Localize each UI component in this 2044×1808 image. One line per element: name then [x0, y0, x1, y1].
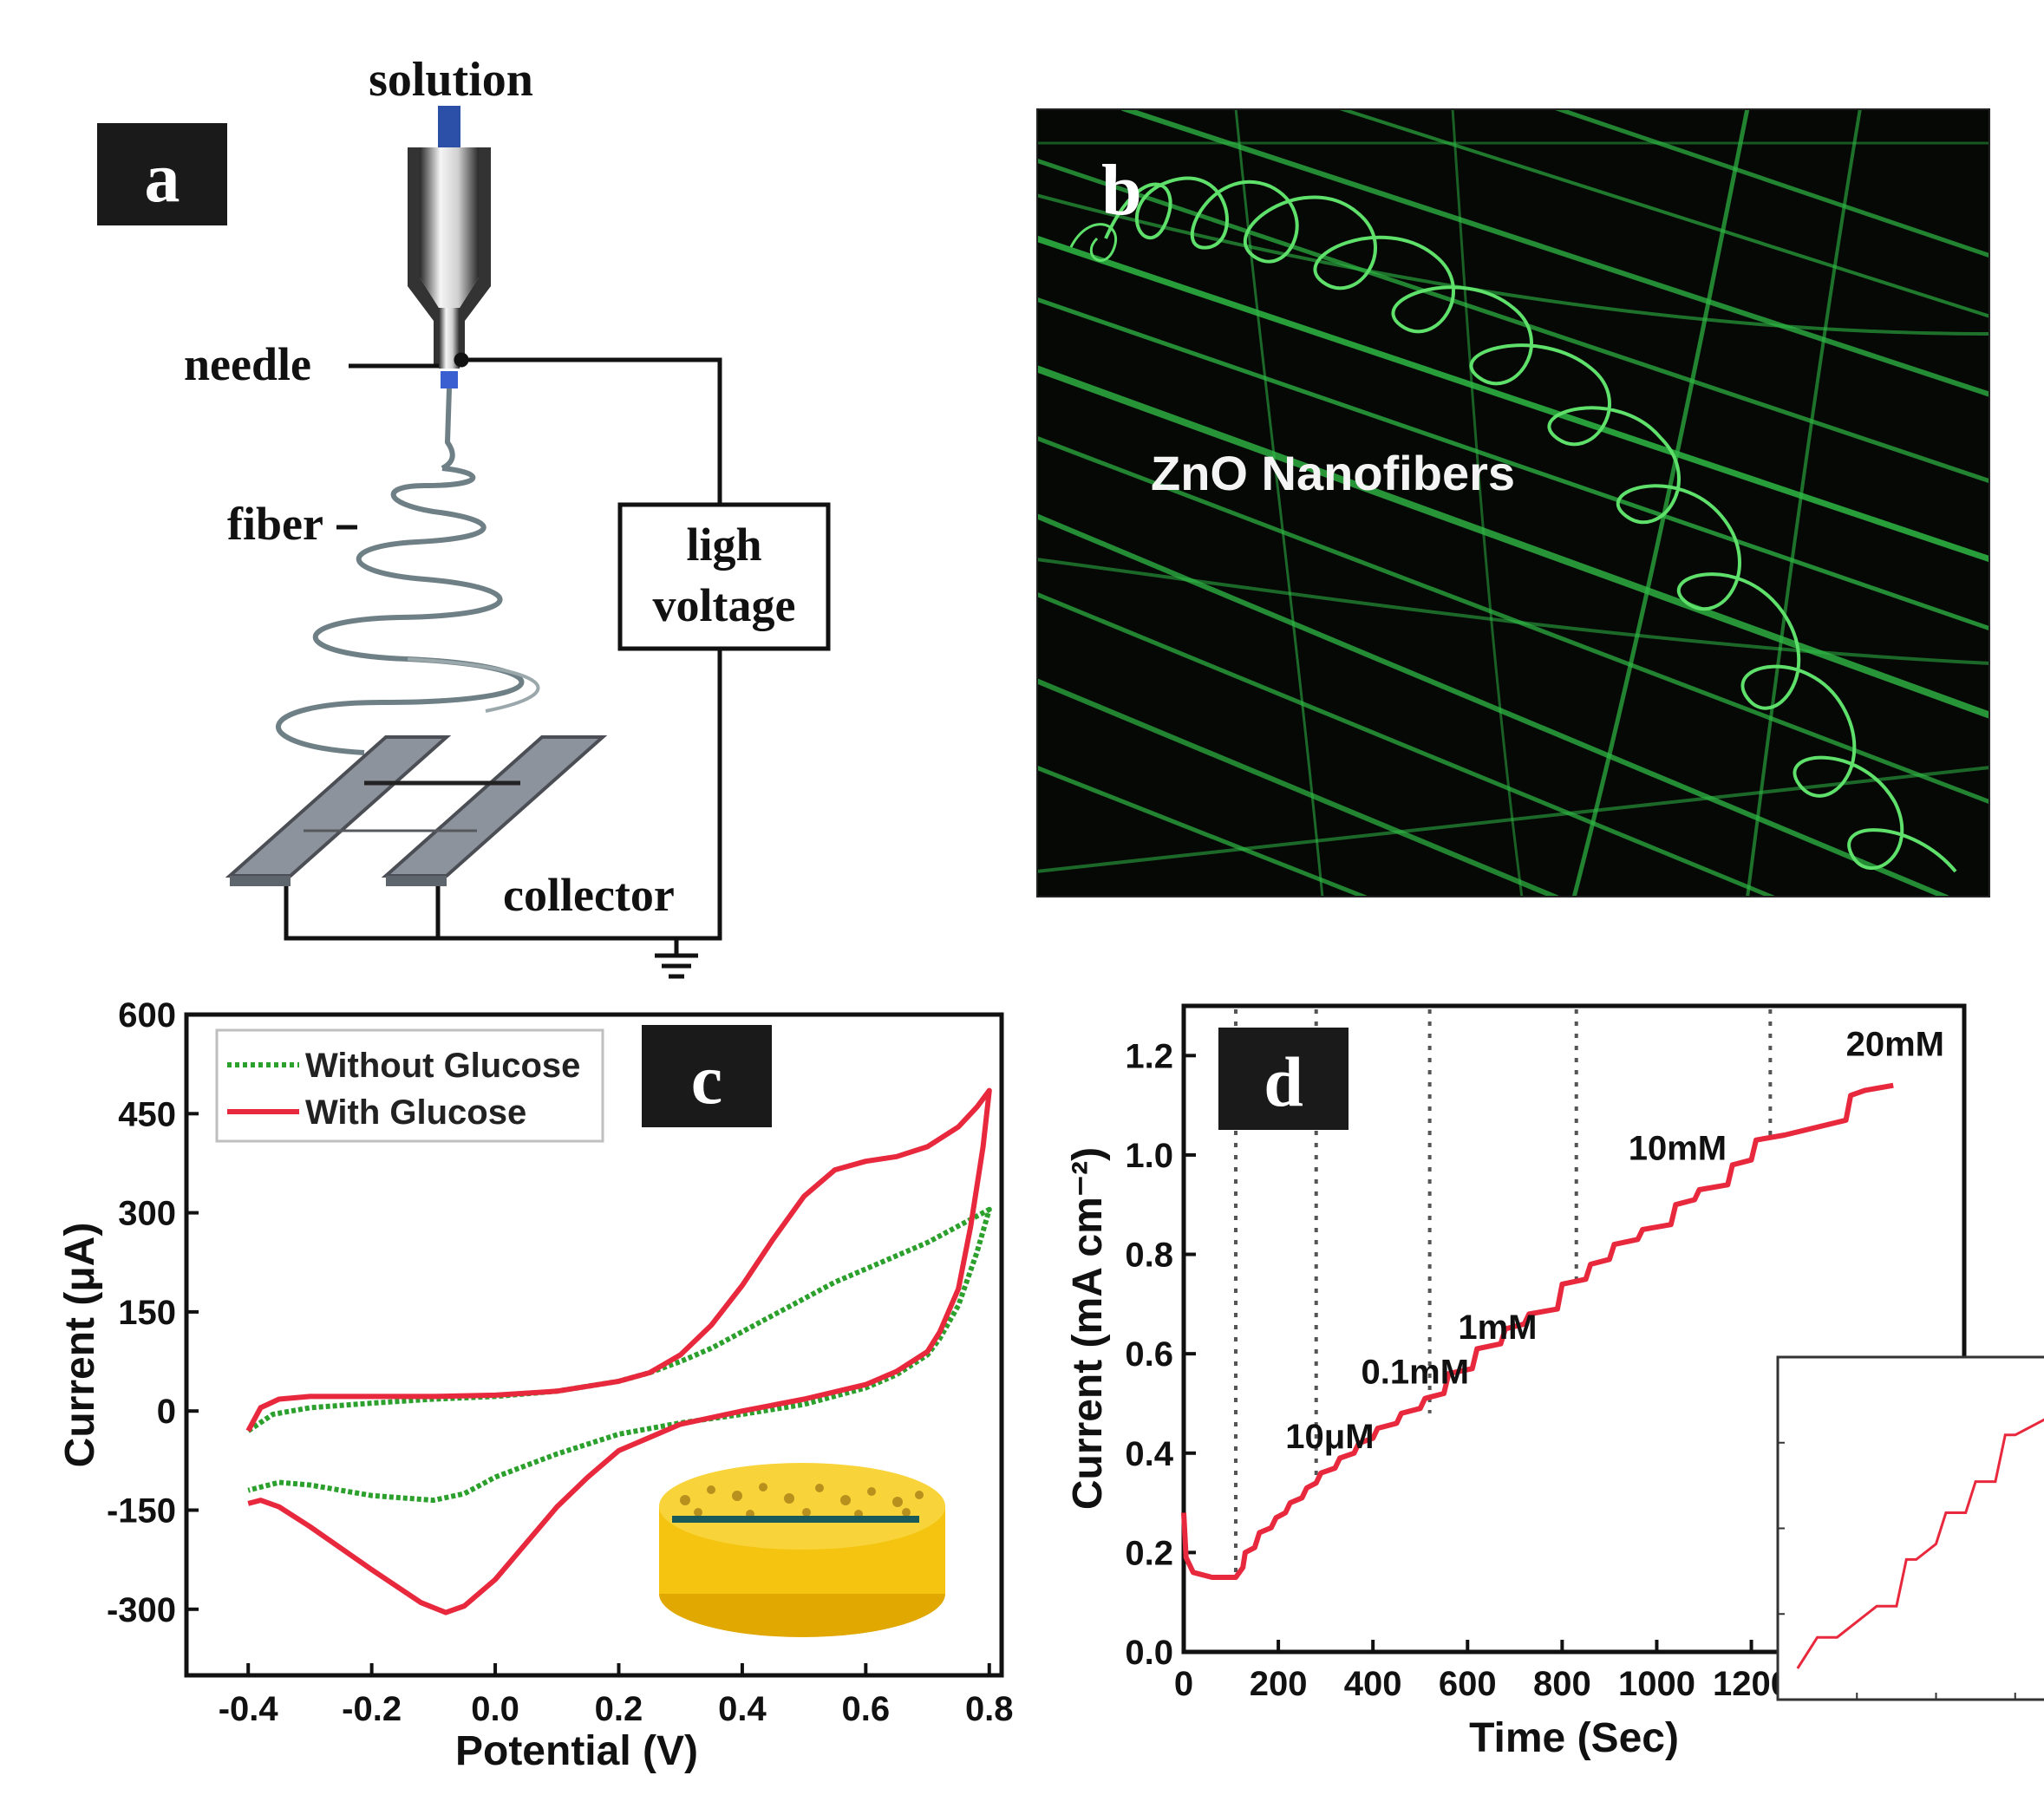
chart-c-series-with-glucose [245, 1087, 992, 1615]
panel-b-caption: ZnO Nanofibers [1151, 446, 1515, 500]
chart-c-xtick-label: 0.4 [718, 1690, 767, 1728]
chart-c-ytick-label: 0 [157, 1393, 176, 1431]
chart-d-xtick-label: 800 [1533, 1665, 1591, 1703]
panel-c-cv-chart: -0.4 -0.2 0.0 0.2 0.4 0.6 0.8 -300 -150 0 150 300 45… [0, 989, 1015, 1808]
panel-d-letter: d [1264, 1042, 1303, 1121]
chart-d-ytick-label: 0.8 [1125, 1237, 1173, 1275]
high-voltage-label-line1: ligh [686, 519, 761, 571]
chart-d-ytick-label: 1.2 [1125, 1037, 1173, 1075]
legend-label-with-glucose: With Glucose [305, 1093, 526, 1132]
chart-d-annotation: 1mM [1458, 1309, 1537, 1347]
chart-c-xtick-label: 0.6 [842, 1690, 891, 1728]
chart-d-annotation: 20mM [1846, 1025, 1944, 1063]
chart-c-xtick-label: 0.8 [965, 1690, 1014, 1728]
chart-d-annotation: 0.1mM [1362, 1354, 1470, 1392]
gold-electrode-inset [659, 1463, 945, 1637]
legend-label-without-glucose: Without Glucose [305, 1047, 580, 1085]
chart-d-xtick-label: 400 [1344, 1665, 1402, 1703]
coiled-nanofiber [1069, 176, 1957, 873]
panel-d-letter-box [1218, 1028, 1349, 1130]
panel-c-letter-box [642, 1025, 772, 1127]
circuit-wire [284, 352, 722, 979]
chart-c-xlabel: Potential (V) [455, 1728, 698, 1774]
syringe-icon [408, 147, 491, 388]
panel-b-letter: b [1101, 150, 1142, 231]
chart-c-ytick-label: 150 [118, 1294, 176, 1332]
chart-d-xtick-label: 1000 [1618, 1665, 1695, 1703]
panel-a-letter: a [145, 138, 180, 217]
needle-label: needle [184, 338, 311, 390]
chart-d-ylabel: Current (mA cm⁻²) [1065, 1147, 1111, 1510]
chart-c-ticks: -0.4 -0.2 0.0 0.2 0.4 0.6 0.8 -300 -150 0 150 300 45… [107, 996, 1014, 1728]
chart-c-series-group [245, 1087, 992, 1615]
nanofiber-strands [1036, 108, 1990, 897]
inset-plot [1776, 1355, 2044, 1701]
chart-d-series-group [1181, 1082, 1894, 1580]
chart-d-series-line [1181, 1082, 1894, 1580]
chart-c-plot-frame [184, 1012, 1004, 1678]
chart-c-xtick-label: 0.2 [595, 1690, 643, 1728]
chart-c-ytick-label: 600 [118, 996, 176, 1035]
collector-plates [225, 735, 608, 886]
panel-a-electrospinning-schematic: a solution needle [0, 0, 867, 989]
chart-c-ytick-label: -150 [107, 1492, 176, 1531]
collector-label: collector [503, 869, 675, 921]
chart-d-ytick-label: 1.0 [1125, 1137, 1173, 1175]
panel-b-nanofiber-micrograph: b ZnO Nanofibers [1036, 108, 1990, 897]
solution-label: solution [369, 53, 533, 107]
chart-d-annotation: 10μM [1285, 1418, 1374, 1456]
chart-d-plot-frame [1181, 1003, 1967, 1655]
chart-c-ytick-label: -300 [107, 1591, 176, 1629]
fiber-label: fiber [227, 498, 323, 550]
chart-d-xtick-label: 200 [1250, 1665, 1308, 1703]
chart-c-legend: Without Glucose With Glucose [215, 1028, 604, 1143]
chart-c-ytick-label: 300 [118, 1195, 176, 1233]
panel-d-amperometric-chart: 020040060080010001200140016000.00.20.40.… [1015, 989, 2044, 1808]
chart-d-xtick-label: 600 [1439, 1665, 1497, 1703]
chart-d-annotation: 10mM [1629, 1130, 1727, 1168]
inset-frame [1776, 1355, 2044, 1701]
panel-c-letter: c [691, 1040, 722, 1119]
chart-c-xtick-label: -0.2 [342, 1690, 402, 1728]
chart-c-series-without-glucose [246, 1206, 992, 1504]
panel-a-letter-box [97, 123, 227, 225]
inset-series-line [1796, 1418, 2044, 1669]
high-voltage-label-line2: voltage [653, 579, 796, 631]
chart-c-xtick-label: 0.0 [471, 1690, 519, 1728]
chart-d-annotations: 10μM 0.1mM 1mM 10mM 20mM [1285, 1025, 1944, 1456]
fiber-spiral [276, 388, 540, 755]
chart-d-xlabel: Time (Sec) [1469, 1715, 1679, 1761]
chart-d-xtick-label: 0 [1174, 1665, 1193, 1703]
chart-c-ylabel: Current (μA) [57, 1223, 103, 1468]
high-voltage-box [617, 502, 831, 651]
chart-d-ytick-label: 0.2 [1125, 1534, 1173, 1572]
chart-c-ytick-label: 450 [118, 1095, 176, 1133]
chart-c-xtick-label: -0.4 [219, 1690, 279, 1728]
chart-d-ytick-label: 0.4 [1125, 1435, 1173, 1473]
chart-d-dotted-lines [1234, 1009, 1773, 1578]
chart-d-ytick-label: 0.6 [1125, 1335, 1173, 1374]
chart-d-ytick-label: 0.0 [1125, 1634, 1173, 1672]
